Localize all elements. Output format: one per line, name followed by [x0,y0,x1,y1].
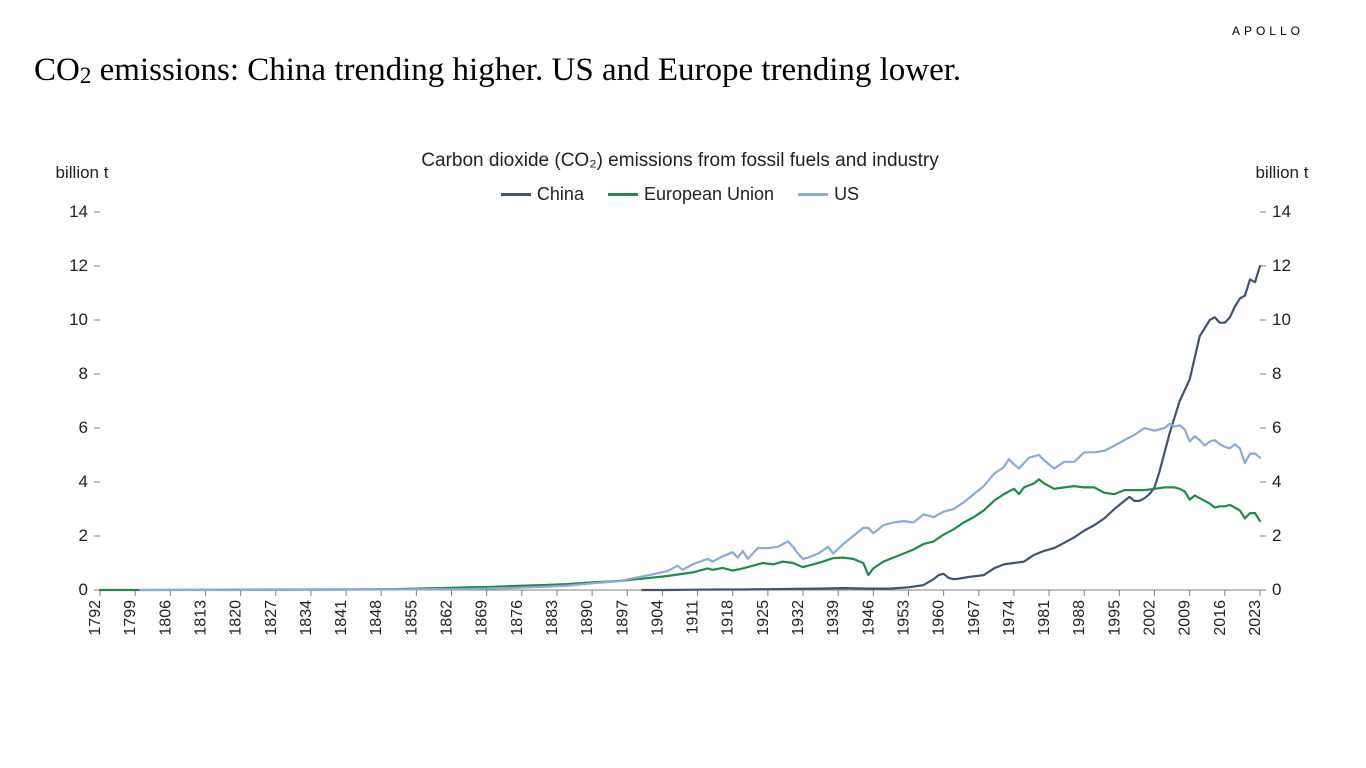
svg-text:1995: 1995 [1106,600,1123,636]
svg-text:1799: 1799 [122,600,139,636]
svg-text:1953: 1953 [895,600,912,636]
svg-text:1918: 1918 [720,600,737,636]
svg-text:2: 2 [79,526,88,545]
svg-text:4: 4 [1272,472,1281,491]
svg-text:1932: 1932 [790,600,807,636]
svg-text:2016: 2016 [1212,600,1229,636]
svg-text:0: 0 [1272,580,1281,599]
svg-text:1897: 1897 [614,600,631,636]
svg-text:2009: 2009 [1177,600,1194,636]
svg-text:1883: 1883 [544,600,561,636]
svg-text:1911: 1911 [685,600,702,635]
svg-text:1820: 1820 [228,600,245,636]
svg-text:billion t: billion t [56,163,109,182]
svg-text:1869: 1869 [474,600,491,636]
svg-text:1841: 1841 [333,600,350,636]
svg-text:2023: 2023 [1247,600,1264,636]
svg-text:1925: 1925 [755,600,772,636]
svg-text:10: 10 [69,310,88,329]
chart-svg: billion t billion t 0 0 2 2 4 4 6 6 8 8 10 10 12 12 14 14… [40,150,1320,710]
svg-text:1827: 1827 [263,600,280,636]
svg-text:1876: 1876 [509,600,526,636]
svg-text:1904: 1904 [649,600,666,636]
svg-text:1890: 1890 [579,600,596,636]
svg-text:12: 12 [69,256,88,275]
svg-text:1848: 1848 [368,600,385,636]
svg-text:1946: 1946 [860,600,877,636]
svg-text:10: 10 [1272,310,1291,329]
svg-text:8: 8 [1272,364,1281,383]
svg-text:2002: 2002 [1142,600,1159,636]
svg-text:6: 6 [1272,418,1281,437]
series-line [642,266,1260,590]
title-pre: CO [34,52,80,88]
page-title: CO2 emissions: China trending higher. US… [34,52,961,89]
svg-text:1862: 1862 [439,600,456,636]
chart-container: Carbon dioxide (CO₂) emissions from foss… [40,150,1320,710]
svg-text:1806: 1806 [157,600,174,636]
svg-text:0: 0 [79,580,88,599]
svg-text:4: 4 [79,472,88,491]
svg-text:1988: 1988 [1071,600,1088,636]
brand-label: APOLLO [1232,24,1304,38]
svg-text:1981: 1981 [1036,600,1053,636]
svg-text:1967: 1967 [966,600,983,636]
svg-text:1834: 1834 [298,600,315,636]
svg-text:1960: 1960 [931,600,948,636]
svg-text:2: 2 [1272,526,1281,545]
svg-text:1792: 1792 [87,600,104,636]
svg-text:12: 12 [1272,256,1291,275]
svg-text:1855: 1855 [403,600,420,636]
svg-text:14: 14 [69,202,88,221]
series-line [140,424,1260,590]
series-line [100,479,1260,590]
svg-text:14: 14 [1272,202,1291,221]
svg-text:8: 8 [79,364,88,383]
svg-text:1939: 1939 [825,600,842,636]
title-subscript: 2 [80,62,92,88]
svg-text:6: 6 [79,418,88,437]
svg-text:billion t: billion t [1256,163,1309,182]
svg-text:1813: 1813 [192,600,209,636]
svg-text:1974: 1974 [1001,600,1018,636]
title-post: emissions: China trending higher. US and… [91,52,961,88]
